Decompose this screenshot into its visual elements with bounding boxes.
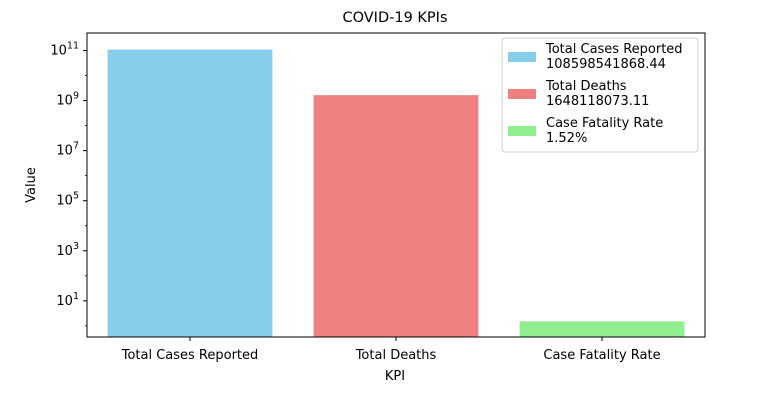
legend-value: 1.52% (546, 131, 587, 146)
y-tick-label: 105 (56, 191, 79, 209)
bar-case-fatality-rate (519, 321, 685, 337)
legend-swatch (508, 52, 536, 62)
bar-total-deaths (313, 95, 479, 337)
legend-value: 108598541868.44 (546, 57, 666, 72)
chart-title: COVID-19 KPIs (342, 10, 447, 26)
legend-label: Total Deaths (545, 79, 627, 94)
legend-swatch (508, 126, 536, 136)
x-tick-label: Total Deaths (355, 348, 437, 363)
legend-box (501, 37, 699, 153)
y-tick-label: 109 (56, 91, 79, 109)
y-tick-label: 107 (56, 141, 79, 159)
y-tick-label: 1011 (50, 40, 79, 58)
x-tick-label: Case Fatality Rate (543, 348, 660, 363)
y-tick-label: 101 (56, 291, 79, 309)
bar-total-cases-reported (107, 49, 273, 337)
axes-frame (86, 32, 706, 338)
legend-value: 1648118073.11 (546, 94, 649, 109)
legend-swatch (508, 89, 536, 99)
x-tick-label: Total Cases Reported (121, 348, 259, 363)
plot-area: Total Cases Reported Total Deaths Case Fat… (50, 40, 685, 363)
legend-label: Total Cases Reported (545, 42, 683, 57)
x-axis-label: KPI (385, 369, 405, 384)
y-tick-label: 103 (56, 241, 79, 259)
y-axis-label: Value (24, 167, 39, 203)
legend-label: Case Fatality Rate (546, 116, 663, 131)
